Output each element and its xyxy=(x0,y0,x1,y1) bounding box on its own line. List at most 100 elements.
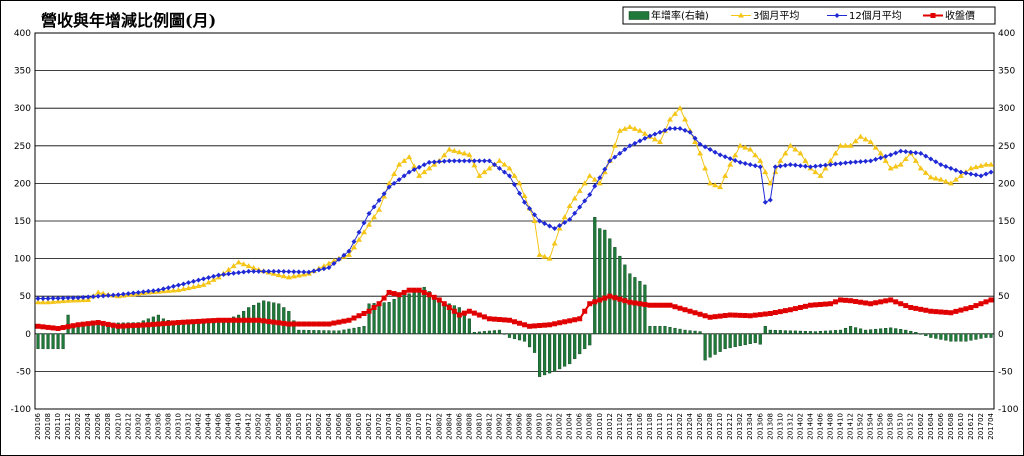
avg12-point xyxy=(878,155,884,161)
x-tick-label: 201106 xyxy=(636,412,644,439)
close-point xyxy=(371,304,377,310)
legend-label-growth: 年增率(右軸) xyxy=(651,9,709,22)
avg3-point xyxy=(802,157,809,163)
avg12-point xyxy=(60,295,66,301)
avg12-point xyxy=(812,163,818,169)
x-tick-label: 200406 xyxy=(215,412,223,439)
avg12-point xyxy=(672,126,678,132)
avg3-point xyxy=(677,105,684,111)
growth-bar xyxy=(648,326,652,334)
growth-bar xyxy=(929,333,933,338)
close-point xyxy=(522,322,528,328)
growth-bar xyxy=(949,333,953,342)
x-tick-label: 200606 xyxy=(335,412,343,439)
avg3-point xyxy=(636,127,643,133)
avg3-point xyxy=(280,273,287,279)
avg3-point xyxy=(95,289,102,295)
x-tick-label: 200704 xyxy=(385,412,393,439)
avg3-point xyxy=(546,255,553,261)
growth-bar xyxy=(668,326,672,335)
avg12-point xyxy=(416,164,422,170)
avg12-point xyxy=(351,239,357,245)
avg3-point xyxy=(35,299,41,305)
avg3-point xyxy=(50,298,57,304)
close-point xyxy=(496,317,502,323)
growth-bar xyxy=(367,303,371,335)
avg3-point xyxy=(692,139,699,145)
avg12-point xyxy=(797,163,803,169)
avg3-point xyxy=(797,150,804,156)
close-point xyxy=(717,313,723,319)
x-tick-label: 201312 xyxy=(786,413,794,440)
avg12-point xyxy=(772,164,778,170)
growth-bar xyxy=(372,303,376,334)
growth-bar xyxy=(939,333,943,340)
x-tick-label: 200712 xyxy=(425,413,433,440)
close-point xyxy=(863,300,869,306)
avg12-point xyxy=(988,169,994,175)
growth-bar xyxy=(332,330,336,334)
avg3-point xyxy=(812,169,819,175)
growth-bar xyxy=(497,329,502,335)
avg12-point xyxy=(868,158,874,164)
growth-bar xyxy=(472,332,476,334)
growth-bar xyxy=(848,326,853,334)
y-tick-label-left: 250 xyxy=(14,142,31,152)
x-tick-label: 201206 xyxy=(696,412,704,439)
growth-bar xyxy=(563,333,567,367)
x-tick-label: 201212 xyxy=(726,413,734,440)
close-point xyxy=(978,301,984,307)
avg3-point xyxy=(175,287,182,293)
x-tick-label: 200206 xyxy=(94,412,102,439)
x-tick-label: 201308 xyxy=(766,413,774,440)
avg12-point xyxy=(196,277,202,283)
growth-bar xyxy=(56,333,60,350)
avg3-point xyxy=(631,125,638,131)
close-point xyxy=(491,316,497,322)
growth-bar xyxy=(447,303,451,335)
avg3-point xyxy=(581,180,588,186)
avg12-point xyxy=(446,158,452,164)
growth-bar xyxy=(467,318,471,335)
close-point xyxy=(517,320,523,326)
x-tick-label: 200806 xyxy=(455,412,463,439)
avg3-point xyxy=(230,263,237,269)
x-tick-label: 200610 xyxy=(355,413,363,440)
avg12-point xyxy=(883,153,889,159)
x-tick-label: 201008 xyxy=(586,413,594,440)
close-point xyxy=(476,312,482,318)
x-axis: 200106 200108 200110 200112 200202 200204 2002… xyxy=(34,412,995,439)
avg12-point xyxy=(667,126,673,132)
close-point xyxy=(772,310,778,316)
avg3-point xyxy=(988,161,994,167)
close-point xyxy=(938,309,944,315)
avg12-point xyxy=(903,149,909,155)
close-point xyxy=(682,307,688,313)
x-tick-label: 201202 xyxy=(676,413,684,440)
growth-bar xyxy=(437,299,441,334)
avg3-point xyxy=(516,180,523,186)
avg3-point xyxy=(942,178,949,184)
avg12-point xyxy=(637,138,643,144)
avg3-point xyxy=(185,285,192,291)
avg3-point xyxy=(857,133,864,139)
close-point xyxy=(206,318,212,324)
avg3-point xyxy=(902,155,909,161)
growth-bar xyxy=(442,301,446,334)
avg3-point xyxy=(195,282,202,288)
close-point xyxy=(652,302,658,308)
close-point xyxy=(286,321,292,327)
close-point xyxy=(35,323,41,329)
growth-bar xyxy=(603,229,607,335)
growth-bar xyxy=(798,330,802,335)
close-point xyxy=(647,302,653,308)
avg3-point xyxy=(441,152,448,158)
avg12-point xyxy=(381,191,387,197)
growth-bar xyxy=(954,333,958,342)
x-tick-label: 200912 xyxy=(546,413,554,440)
close-point xyxy=(637,301,643,307)
growth-bar xyxy=(869,329,873,335)
x-tick-label: 201504 xyxy=(867,412,875,439)
growth-bar xyxy=(793,330,797,334)
